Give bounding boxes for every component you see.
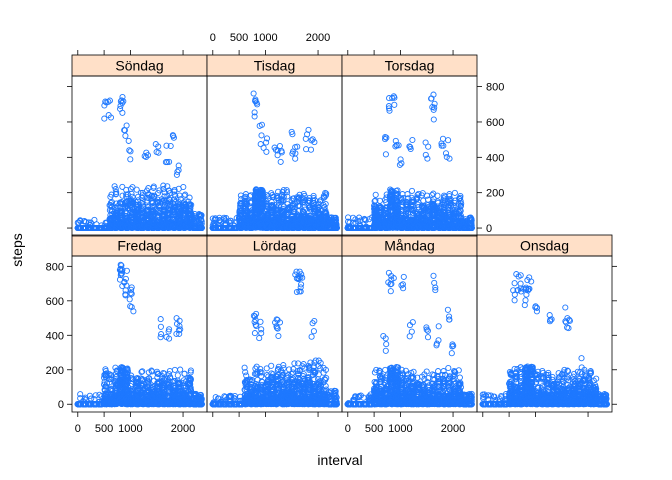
strip-label-m-ndag: Måndag [384,238,435,254]
data-point [257,336,262,341]
data-point [158,317,163,322]
data-point [167,368,172,373]
data-point [127,297,132,302]
data-point [276,333,281,338]
data-point [259,331,264,336]
strip-label-l-rdag: Lördag [253,238,297,254]
data-point [252,331,257,336]
strip-label-fredag: Fredag [117,238,161,254]
points-m-ndag [345,270,474,407]
data-point [258,319,263,324]
data-point [182,371,187,376]
data-point [311,329,316,334]
points-l-rdag [210,269,339,407]
data-point [175,373,180,378]
data-point [309,334,314,339]
data-point [158,324,163,329]
data-point [324,375,329,380]
data-point [172,367,177,372]
points-fredag [75,262,204,407]
data-point [269,363,274,368]
data-point [178,367,183,372]
data-point [158,335,163,340]
